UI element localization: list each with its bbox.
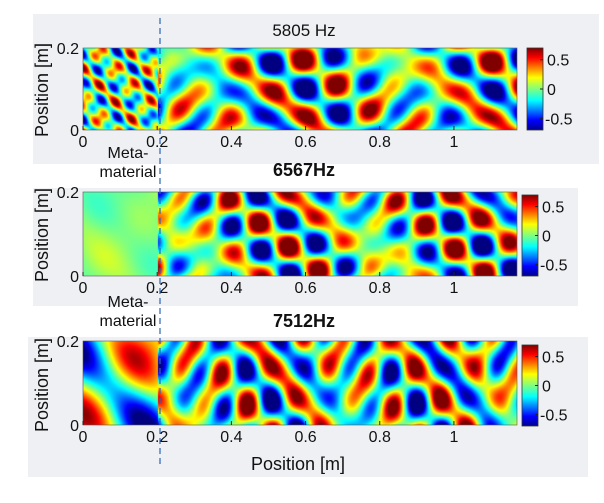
x-tick-label: 0.2 <box>146 134 168 151</box>
heatmap-panel: 5805 Hz Position [m] 0 0.2 0.4 0.6 0.8 1 0 0.2 0.5… <box>32 21 573 181</box>
y-axis-label: Position [m] <box>32 188 52 282</box>
x-tick-label: 1 <box>449 280 458 297</box>
colorbar-tick-label: -0.5 <box>540 407 568 424</box>
colorbar-tick-label: 0.5 <box>542 200 564 217</box>
colorbar-tick-label: -0.5 <box>540 257 568 274</box>
x-tick-label: 0.8 <box>369 280 391 297</box>
x-tick-label: 0 <box>79 280 88 297</box>
y-tick-label: 0.2 <box>57 185 79 202</box>
plot-frame <box>82 191 518 277</box>
x-tick-label: 0.4 <box>220 134 242 151</box>
heatmap-image <box>83 341 517 425</box>
y-tick-label: 0 <box>70 269 79 286</box>
x-axis-label: Position [m] <box>251 454 345 474</box>
y-axis-label: Position [m] <box>32 43 52 137</box>
x-tick-label: 1 <box>449 429 458 446</box>
metamaterial-annotation-line: material <box>100 164 157 181</box>
x-tick-label: 0.6 <box>294 280 316 297</box>
colorbar-tick-label: -0.5 <box>545 111 573 128</box>
x-tick-label: 0.2 <box>146 429 168 446</box>
x-tick-label: 0.4 <box>220 429 242 446</box>
y-tick-label: 0.2 <box>57 41 79 58</box>
x-tick-label: 1 <box>449 134 458 151</box>
x-tick-label: 0.8 <box>369 134 391 151</box>
chart-title: 5805 Hz <box>272 21 335 40</box>
metamaterial-annotation: Meta-material <box>100 145 157 181</box>
chart-title: 7512Hz <box>273 311 335 331</box>
x-tick-label: 0.2 <box>146 280 168 297</box>
x-tick-label: 0.4 <box>220 280 242 297</box>
y-axis-label: Position [m] <box>32 338 52 432</box>
colorbar-tick-label: 0 <box>542 229 551 246</box>
metamaterial-annotation-line: Meta- <box>108 294 149 311</box>
y-tick-label: 0 <box>70 418 79 435</box>
colorbar-tick-label: 0.5 <box>547 53 569 70</box>
x-tick-label: 0.6 <box>294 134 316 151</box>
colorbar-tick-label: 0 <box>547 82 556 99</box>
heatmap-image <box>83 192 517 276</box>
chart-title: 6567Hz <box>273 160 335 180</box>
metamaterial-annotation-line: material <box>100 313 157 330</box>
x-tick-label: 0.6 <box>294 429 316 446</box>
colorbar-tick-label: 0.5 <box>542 350 564 367</box>
heatmap-panel: 6567Hz Position [m] 0 0.2 0.4 0.6 0.8 1 0 0.2 0.5 0… <box>32 160 568 330</box>
heatmap-panel: 7512Hz Position [m] 0 0.2 0.4 0.6 0.8 1 0 0.2 0.5 0… <box>32 311 568 446</box>
x-tick-label: 0.8 <box>369 429 391 446</box>
heatmap-image <box>83 48 517 130</box>
plot-frame <box>82 47 518 131</box>
y-tick-label: 0 <box>70 123 79 140</box>
x-tick-label: 0 <box>79 429 88 446</box>
x-tick-label: 0 <box>79 134 88 151</box>
y-tick-label: 0.2 <box>57 334 79 351</box>
plot-frame <box>82 340 518 426</box>
metamaterial-annotation-line: Meta- <box>108 145 149 162</box>
colorbar-tick-label: 0 <box>542 379 551 396</box>
metamaterial-annotation: Meta-material <box>100 294 157 330</box>
